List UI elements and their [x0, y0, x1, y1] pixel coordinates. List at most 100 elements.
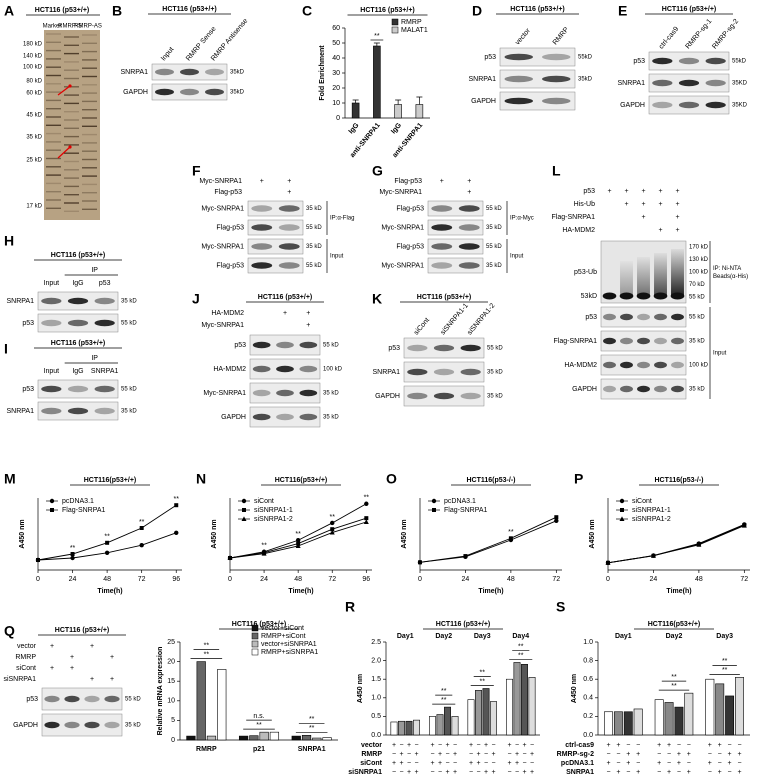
marker-label: 80 kD [26, 79, 42, 85]
condition-sign: − [636, 760, 640, 767]
significance: ** [722, 658, 728, 665]
marker-label: 180 kD [23, 42, 43, 48]
blot-band [431, 205, 453, 212]
size-label: 55 kD [125, 697, 141, 703]
condition-sign: + [445, 742, 449, 749]
bar [415, 104, 424, 119]
significance: ** [480, 669, 486, 676]
condition-sign: − [491, 760, 495, 767]
significance: ** [671, 674, 677, 681]
condition-sign: + [50, 643, 54, 650]
condition-sign: + [399, 760, 403, 767]
y-tick-label: 0.8 [583, 657, 593, 664]
condition-sign: + [453, 769, 457, 776]
bar [725, 695, 735, 736]
blot-band [67, 297, 89, 305]
blot-strip [427, 257, 484, 274]
data-point [174, 503, 179, 508]
group-label: Input [510, 254, 524, 260]
panel-letter: F [192, 163, 201, 179]
condition-sign: + [636, 769, 640, 776]
blot-band [44, 695, 60, 703]
condition-sign: − [407, 760, 411, 767]
condition-label: HA-MDM2 [211, 310, 244, 317]
condition-sign: − [708, 769, 712, 776]
row-label: GAPDH [123, 89, 148, 96]
group-label: IP:α-Flag [330, 216, 354, 222]
significance: ** [671, 683, 677, 690]
condition-sign: + [626, 760, 630, 767]
blot-band [276, 341, 294, 349]
legend-marker [241, 516, 247, 521]
size-label: 35 kD [689, 339, 705, 345]
condition-sign: + [675, 201, 679, 208]
significance: n.s. [253, 713, 264, 720]
data-point [227, 555, 233, 560]
y-axis-label: A450 nm [571, 674, 578, 703]
condition-sign: + [260, 178, 264, 185]
blot-band [299, 365, 318, 373]
category-label: Day2 [666, 633, 683, 640]
size-label: 35 kD [486, 263, 502, 269]
condition-sign: − [626, 769, 630, 776]
blot-band [407, 344, 428, 352]
y-tick-label: 5 [171, 717, 175, 724]
legend-label: MALAT1 [401, 27, 428, 34]
y-tick-label: 40 [332, 55, 340, 62]
lane-label: Marker [43, 24, 62, 30]
blot-band [458, 262, 480, 269]
data-point [330, 527, 335, 532]
data-point [104, 550, 110, 555]
blot-band [44, 721, 60, 729]
blot-band [653, 292, 668, 300]
condition-sign: + [616, 769, 620, 776]
condition-sign: + [407, 742, 411, 749]
condition-label: siCont [360, 760, 382, 767]
condition-label: ctrl-cas9 [565, 742, 594, 749]
condition-sign: − [667, 760, 671, 767]
data-point [605, 560, 611, 565]
blot-band [64, 721, 80, 729]
bar [217, 669, 227, 741]
panel-letter: B [112, 3, 122, 19]
condition-sign: + [657, 742, 661, 749]
x-tick-label: 96 [362, 576, 370, 583]
blot-band [603, 337, 616, 345]
x-tick-label: 24 [260, 576, 268, 583]
legend-marker [242, 508, 246, 512]
blot-band [41, 407, 62, 415]
condition-sign: + [407, 769, 411, 776]
condition-sign: − [728, 742, 732, 749]
condition-sign: + [306, 310, 310, 317]
condition-sign: + [708, 760, 712, 767]
condition-sign: + [530, 751, 534, 758]
y-tick-label: 0.6 [583, 676, 593, 683]
condition-label: Myc-SNRPA1 [201, 322, 244, 329]
condition-sign: + [467, 178, 471, 185]
x-tick-label: 0 [228, 576, 232, 583]
size-label: 35KD [732, 103, 748, 109]
legend-swatch [391, 26, 399, 34]
blot-strip [41, 713, 123, 737]
chart-title: HCT116(p53+/+) [648, 621, 701, 628]
legend-label: Flag-SNRPA1 [62, 507, 106, 514]
x-tick-label: 48 [103, 576, 111, 583]
x-axis-label: Time(h) [478, 588, 503, 595]
size-label: 55 kD [121, 321, 137, 327]
y-tick-label: 0 [171, 737, 175, 744]
blot-band [652, 57, 673, 65]
condition-sign: − [399, 742, 403, 749]
panel-letter: A [4, 3, 14, 19]
condition-sign: − [407, 751, 411, 758]
blot-band [671, 337, 684, 345]
blot-band [104, 721, 120, 729]
blot-band [460, 344, 481, 352]
data-point [36, 558, 40, 562]
blot-strip [247, 238, 304, 255]
blot-band [705, 101, 726, 109]
blot-band [94, 297, 115, 305]
condition-label: siSNRPA1 [348, 769, 382, 776]
condition-sign: − [737, 760, 741, 767]
condition-sign: + [641, 214, 645, 221]
row-label: p53 [388, 345, 400, 352]
